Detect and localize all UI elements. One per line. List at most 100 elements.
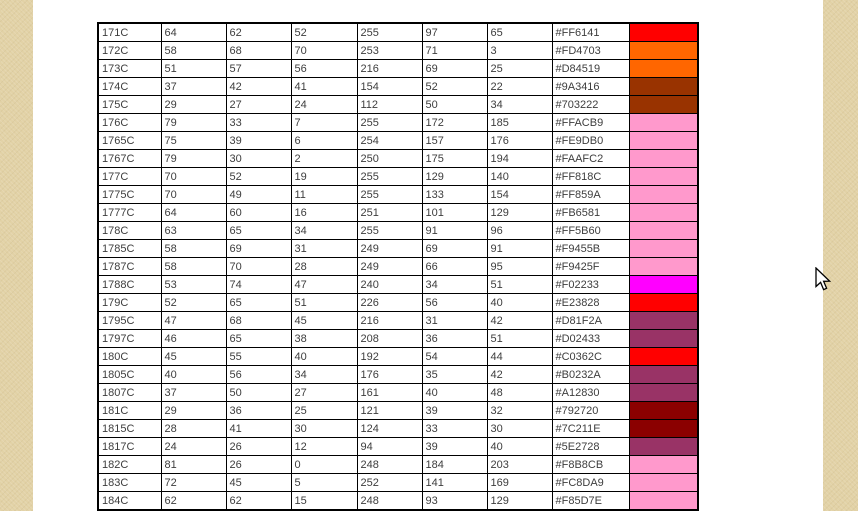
table-row: 171C 64 62 52 255 97 65 #FF6141 bbox=[97, 22, 699, 42]
value-cell-3: 25 bbox=[290, 401, 358, 420]
value-cell-3: 12 bbox=[290, 437, 358, 456]
value-cell-1: 52 bbox=[160, 293, 227, 312]
pantone-code-cell: 179C bbox=[97, 293, 162, 312]
color-swatch-cell bbox=[628, 131, 699, 150]
pantone-code-cell: 181C bbox=[97, 401, 162, 420]
color-swatch-cell bbox=[628, 59, 699, 78]
pantone-color-table: 171C 64 62 52 255 97 65 #FF6141 172C 58 … bbox=[97, 22, 699, 511]
value-cell-5: 66 bbox=[421, 257, 488, 276]
value-cell-3: 5 bbox=[290, 473, 358, 492]
value-cell-2: 62 bbox=[225, 491, 292, 511]
value-cell-6: 48 bbox=[486, 383, 553, 402]
value-cell-2: 65 bbox=[225, 329, 292, 348]
value-cell-1: 37 bbox=[160, 77, 227, 96]
color-swatch-cell bbox=[628, 167, 699, 186]
pantone-code-cell: 183C bbox=[97, 473, 162, 492]
value-cell-3: 24 bbox=[290, 95, 358, 114]
value-cell-3: 7 bbox=[290, 113, 358, 132]
value-cell-5: 184 bbox=[421, 455, 488, 474]
value-cell-3: 56 bbox=[290, 59, 358, 78]
value-cell-2: 36 bbox=[225, 401, 292, 420]
value-cell-1: 64 bbox=[160, 22, 227, 42]
value-cell-1: 40 bbox=[160, 365, 227, 384]
value-cell-6: 203 bbox=[486, 455, 553, 474]
value-cell-5: 172 bbox=[421, 113, 488, 132]
value-cell-2: 65 bbox=[225, 221, 292, 240]
value-cell-5: 33 bbox=[421, 419, 488, 438]
table-row: 175C 29 27 24 112 50 34 #703222 bbox=[97, 95, 699, 114]
hex-code-cell: #F02233 bbox=[551, 275, 630, 294]
value-cell-3: 27 bbox=[290, 383, 358, 402]
pantone-code-cell: 174C bbox=[97, 77, 162, 96]
value-cell-6: 51 bbox=[486, 275, 553, 294]
pantone-code-cell: 1788C bbox=[97, 275, 162, 294]
value-cell-1: 45 bbox=[160, 347, 227, 366]
value-cell-6: 51 bbox=[486, 329, 553, 348]
value-cell-3: 40 bbox=[290, 347, 358, 366]
color-swatch-cell bbox=[628, 22, 699, 42]
value-cell-5: 35 bbox=[421, 365, 488, 384]
value-cell-2: 60 bbox=[225, 203, 292, 222]
table-row: 1785C 58 69 31 249 69 91 #F9455B bbox=[97, 239, 699, 258]
table-row: 183C 72 45 5 252 141 169 #FC8DA9 bbox=[97, 473, 699, 492]
pantone-code-cell: 1765C bbox=[97, 131, 162, 150]
table-row: 1767C 79 30 2 250 175 194 #FAAFC2 bbox=[97, 149, 699, 168]
color-swatch-cell bbox=[628, 329, 699, 348]
table-row: 180C 45 55 40 192 54 44 #C0362C bbox=[97, 347, 699, 366]
hex-code-cell: #F85D7E bbox=[551, 491, 630, 511]
value-cell-6: 91 bbox=[486, 239, 553, 258]
value-cell-6: 25 bbox=[486, 59, 553, 78]
value-cell-4: 255 bbox=[356, 22, 423, 42]
value-cell-1: 29 bbox=[160, 95, 227, 114]
hex-code-cell: #E23828 bbox=[551, 293, 630, 312]
color-swatch-cell bbox=[628, 113, 699, 132]
hex-code-cell: #9A3416 bbox=[551, 77, 630, 96]
value-cell-3: 15 bbox=[290, 491, 358, 511]
value-cell-1: 58 bbox=[160, 257, 227, 276]
value-cell-4: 248 bbox=[356, 455, 423, 474]
value-cell-4: 255 bbox=[356, 221, 423, 240]
value-cell-5: 97 bbox=[421, 22, 488, 42]
value-cell-5: 129 bbox=[421, 167, 488, 186]
hex-code-cell: #FF5B60 bbox=[551, 221, 630, 240]
table-row: 1787C 58 70 28 249 66 95 #F9425F bbox=[97, 257, 699, 276]
value-cell-2: 74 bbox=[225, 275, 292, 294]
value-cell-1: 46 bbox=[160, 329, 227, 348]
value-cell-6: 185 bbox=[486, 113, 553, 132]
pantone-code-cell: 177C bbox=[97, 167, 162, 186]
value-cell-1: 75 bbox=[160, 131, 227, 150]
pantone-code-cell: 171C bbox=[97, 22, 162, 42]
pantone-code-cell: 1775C bbox=[97, 185, 162, 204]
table-row: 1815C 28 41 30 124 33 30 #7C211E bbox=[97, 419, 699, 438]
value-cell-1: 58 bbox=[160, 239, 227, 258]
pantone-code-cell: 1807C bbox=[97, 383, 162, 402]
value-cell-1: 29 bbox=[160, 401, 227, 420]
color-swatch-cell bbox=[628, 293, 699, 312]
value-cell-1: 70 bbox=[160, 185, 227, 204]
value-cell-2: 68 bbox=[225, 41, 292, 60]
value-cell-6: 32 bbox=[486, 401, 553, 420]
value-cell-3: 19 bbox=[290, 167, 358, 186]
value-cell-6: 176 bbox=[486, 131, 553, 150]
table-row: 1817C 24 26 12 94 39 40 #5E2728 bbox=[97, 437, 699, 456]
value-cell-2: 68 bbox=[225, 311, 292, 330]
value-cell-1: 79 bbox=[160, 149, 227, 168]
value-cell-3: 41 bbox=[290, 77, 358, 96]
value-cell-5: 157 bbox=[421, 131, 488, 150]
color-swatch-cell bbox=[628, 419, 699, 438]
color-swatch-cell bbox=[628, 473, 699, 492]
pantone-code-cell: 182C bbox=[97, 455, 162, 474]
value-cell-6: 22 bbox=[486, 77, 553, 96]
value-cell-2: 30 bbox=[225, 149, 292, 168]
value-cell-3: 34 bbox=[290, 221, 358, 240]
hex-code-cell: #C0362C bbox=[551, 347, 630, 366]
color-swatch-cell bbox=[628, 347, 699, 366]
value-cell-2: 62 bbox=[225, 22, 292, 42]
value-cell-4: 216 bbox=[356, 59, 423, 78]
value-cell-5: 39 bbox=[421, 401, 488, 420]
value-cell-5: 56 bbox=[421, 293, 488, 312]
hex-code-cell: #7C211E bbox=[551, 419, 630, 438]
value-cell-4: 121 bbox=[356, 401, 423, 420]
value-cell-4: 249 bbox=[356, 239, 423, 258]
value-cell-3: 38 bbox=[290, 329, 358, 348]
